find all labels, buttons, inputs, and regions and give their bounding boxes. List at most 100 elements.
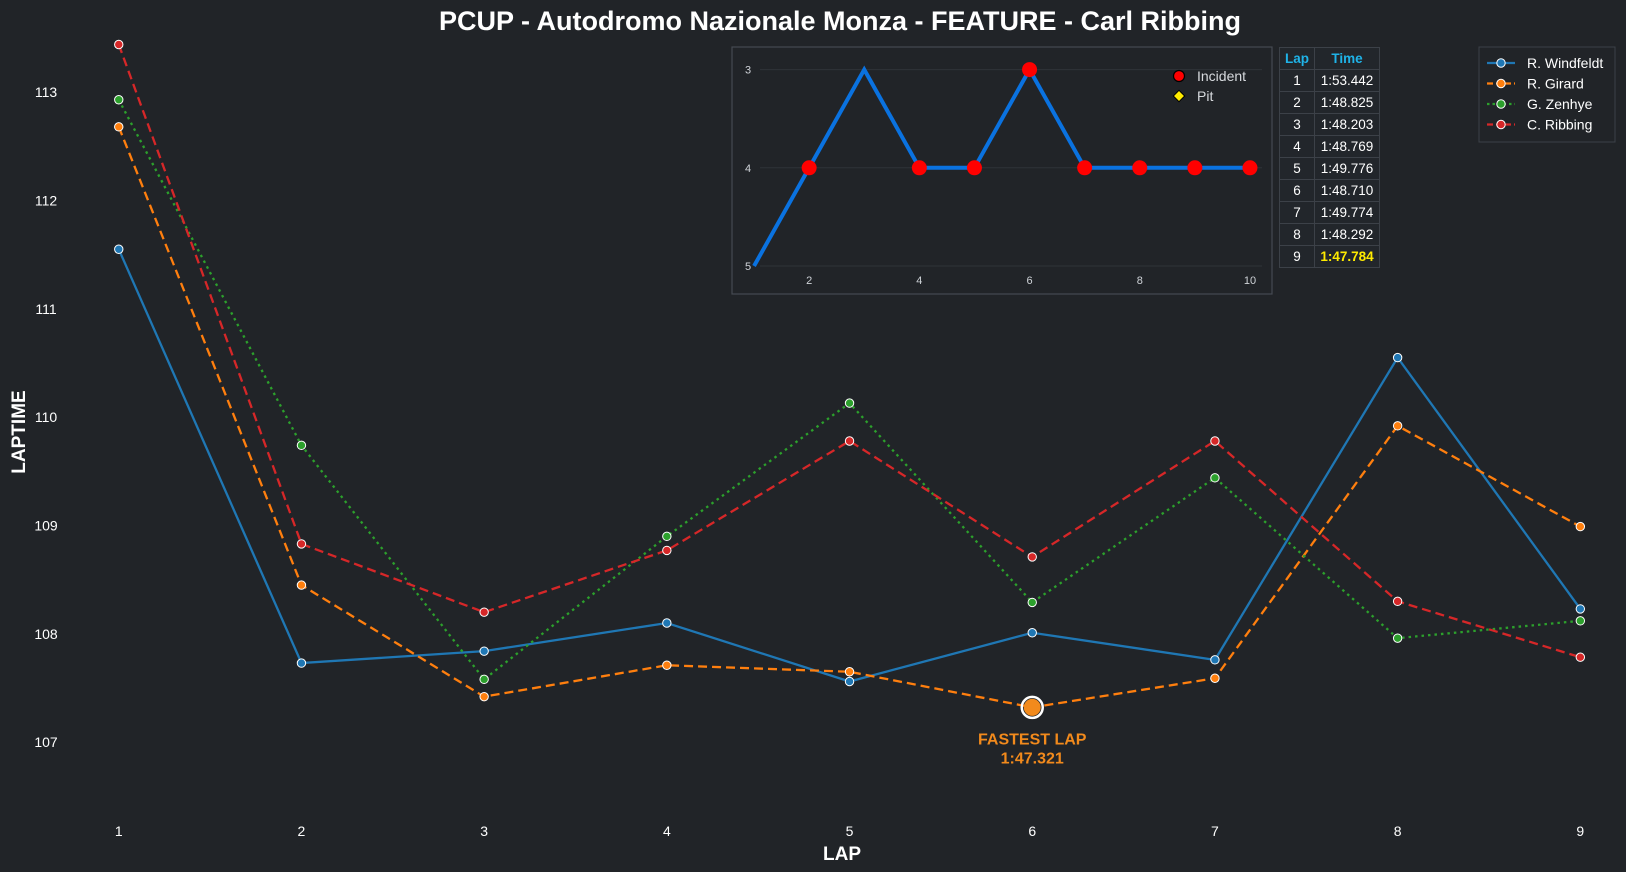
table-row: 1 1:53.442 bbox=[1279, 69, 1380, 92]
data-point bbox=[1210, 673, 1220, 683]
incident-marker bbox=[801, 160, 817, 176]
incident-marker-icon bbox=[1172, 69, 1186, 83]
lap-times-table: Lap Time 1 1:53.442 2 1:48.825 3 1:48.203 4… bbox=[1279, 47, 1380, 268]
incident-marker bbox=[1187, 160, 1203, 176]
x-tick-label: 1 bbox=[115, 823, 123, 839]
lap-number: 7 bbox=[1279, 201, 1315, 224]
data-point bbox=[479, 674, 489, 685]
table-header-row: Lap Time bbox=[1279, 47, 1380, 70]
incident-marker bbox=[1132, 160, 1148, 176]
data-point bbox=[1392, 352, 1403, 363]
data-point bbox=[114, 122, 124, 132]
data-point bbox=[1392, 421, 1403, 431]
chart-title: PCUP - Autodromo Nazionale Monza - FEATU… bbox=[439, 6, 1241, 36]
data-point bbox=[1027, 597, 1037, 608]
lap-number: 3 bbox=[1279, 113, 1315, 136]
lap-number: 6 bbox=[1279, 179, 1315, 202]
position-inset: 3 4 5 2 4 6 8 10 Incident Pit bbox=[731, 46, 1273, 295]
data-point bbox=[844, 436, 855, 446]
data-point bbox=[296, 539, 307, 549]
lap-time: 1:48.825 bbox=[1314, 91, 1380, 114]
inset-x-tick-labels: 2 4 6 8 10 bbox=[806, 275, 1256, 287]
table-row: 2 1:48.825 bbox=[1279, 91, 1380, 114]
x-tick-label: 5 bbox=[846, 823, 854, 839]
inset-x-tick: 10 bbox=[1244, 275, 1256, 287]
data-point bbox=[114, 39, 124, 50]
inset-position-line bbox=[752, 62, 1258, 267]
data-point bbox=[844, 676, 855, 687]
data-point bbox=[844, 667, 855, 677]
lap-number: 5 bbox=[1279, 157, 1315, 180]
inset-legend-incident: Incident bbox=[1197, 68, 1246, 84]
inset-x-tick: 8 bbox=[1137, 275, 1143, 287]
y-tick-label: 111 bbox=[35, 301, 56, 317]
series-line-1 bbox=[117, 126, 1581, 709]
x-tick-label: 6 bbox=[1028, 823, 1036, 839]
series-lines bbox=[114, 39, 1586, 713]
inset-x-tick: 2 bbox=[806, 275, 812, 287]
legend-marker bbox=[1496, 119, 1506, 130]
series-line-0 bbox=[117, 248, 1582, 683]
data-point bbox=[1210, 436, 1220, 446]
data-point bbox=[1575, 604, 1586, 614]
y-tick-label: 107 bbox=[34, 734, 58, 750]
legend-label: G. Zenhye bbox=[1527, 96, 1593, 112]
x-tick-label: 8 bbox=[1394, 823, 1402, 839]
table-row: 5 1:49.776 bbox=[1279, 157, 1380, 180]
data-point bbox=[1210, 655, 1220, 665]
inset-y-tick: 4 bbox=[745, 163, 751, 175]
lap-time-best: 1:47.784 bbox=[1314, 245, 1380, 268]
lap-time: 1:48.710 bbox=[1314, 179, 1380, 202]
lap-time: 1:48.769 bbox=[1314, 135, 1380, 158]
data-point bbox=[114, 95, 124, 105]
x-tick-label: 3 bbox=[480, 823, 488, 839]
inset-x-tick: 6 bbox=[1026, 275, 1032, 287]
data-point bbox=[1392, 596, 1403, 607]
inset-legend: Incident Pit bbox=[1172, 68, 1246, 104]
legend-marker bbox=[1496, 99, 1506, 109]
incident-marker bbox=[966, 160, 982, 176]
incident-marker bbox=[1022, 62, 1038, 78]
lap-time: 1:49.774 bbox=[1314, 201, 1380, 224]
y-tick-label: 112 bbox=[35, 193, 58, 209]
incident-marker bbox=[1077, 160, 1093, 176]
fastest-lap-marker bbox=[1023, 698, 1041, 716]
data-point bbox=[662, 618, 672, 628]
fastest-lap-annotation: FASTEST LAP 1:47.321 bbox=[978, 695, 1087, 767]
inset-y-tick: 3 bbox=[745, 65, 751, 77]
data-point bbox=[1027, 628, 1037, 638]
lap-number: 9 bbox=[1279, 245, 1315, 268]
lap-number: 2 bbox=[1279, 91, 1315, 114]
data-point bbox=[1575, 652, 1586, 662]
y-tick-labels: 107 108 109 110 111 112 113 bbox=[34, 84, 58, 750]
data-point bbox=[844, 398, 855, 408]
data-point bbox=[479, 646, 489, 656]
inset-line bbox=[752, 65, 1250, 267]
y-tick-label: 109 bbox=[34, 518, 58, 534]
y-axis-label: LAPTIME bbox=[9, 390, 30, 473]
table-row-best: 9 1:47.784 bbox=[1279, 245, 1380, 268]
data-point bbox=[296, 580, 307, 590]
series-line-3 bbox=[117, 44, 1581, 659]
lap-time: 1:48.203 bbox=[1314, 113, 1380, 136]
lap-time: 1:49.776 bbox=[1314, 157, 1380, 180]
legend-label: R. Girard bbox=[1527, 76, 1584, 92]
x-tick-label: 4 bbox=[663, 823, 671, 839]
data-point bbox=[1392, 633, 1403, 643]
data-point bbox=[479, 691, 489, 702]
legend-label: R. Windfeldt bbox=[1527, 55, 1603, 71]
table-row: 8 1:48.292 bbox=[1279, 223, 1380, 246]
legend-marker bbox=[1496, 78, 1506, 89]
table-row: 6 1:48.710 bbox=[1279, 179, 1380, 202]
fastest-lap-label: FASTEST LAP bbox=[978, 731, 1087, 748]
data-point bbox=[1575, 616, 1586, 626]
table-header-lap: Lap bbox=[1279, 47, 1315, 70]
table-row: 4 1:48.769 bbox=[1279, 135, 1380, 158]
table-header-time: Time bbox=[1314, 47, 1380, 70]
y-tick-label: 110 bbox=[35, 409, 58, 425]
x-tick-labels: 1 2 3 4 5 6 7 8 9 bbox=[115, 823, 1585, 839]
legend-label: C. Ribbing bbox=[1527, 117, 1592, 133]
x-tick-label: 2 bbox=[298, 823, 306, 839]
lap-number: 4 bbox=[1279, 135, 1315, 158]
